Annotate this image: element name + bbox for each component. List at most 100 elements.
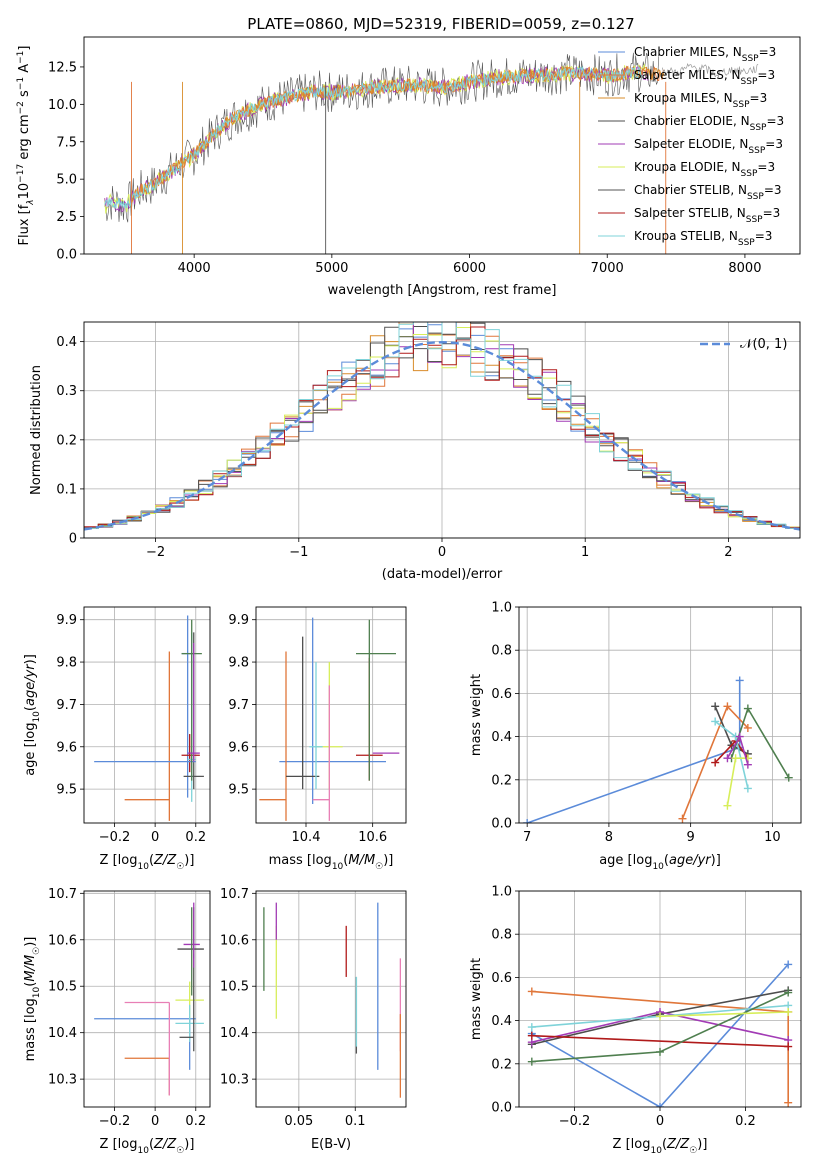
weight-point-marker xyxy=(784,988,793,997)
label-part: M/M xyxy=(23,955,38,982)
label-part: ☉ xyxy=(176,862,184,872)
weight-point-marker xyxy=(723,702,732,711)
label-part: E(B-V) xyxy=(311,1137,351,1152)
tick-label-y: 12.5 xyxy=(48,60,77,75)
weight-point-marker xyxy=(731,754,740,763)
tick-label-x: −1 xyxy=(289,545,308,560)
weight-point-marker xyxy=(678,814,687,823)
x-axis-label: wavelength [Angstrom, rest frame] xyxy=(328,283,557,298)
label-part: =3 xyxy=(764,183,782,197)
label-part: age/yr xyxy=(669,853,712,868)
label-part: Z [log xyxy=(100,1137,138,1152)
tick-label-x: 0 xyxy=(151,1114,159,1129)
tick-label-y: 0.4 xyxy=(491,1014,512,1029)
legend-entry: Kroupa MILES, NSSP=3 xyxy=(634,91,767,110)
label-part: 10 xyxy=(17,183,32,200)
label-part: =3 xyxy=(766,114,784,128)
label-part: 10 xyxy=(652,862,664,872)
tick-label-y: 0.8 xyxy=(491,928,512,943)
y-axis-label: Normed distribution xyxy=(29,365,44,495)
weight-point-marker xyxy=(656,1047,664,1056)
label-part: Z/Z xyxy=(153,853,177,868)
weight-point-marker xyxy=(784,1007,793,1016)
label-part: M/M xyxy=(348,853,375,868)
label-part: 10 xyxy=(32,986,42,998)
label-part: 10 xyxy=(137,862,149,872)
label-part: SSP xyxy=(738,238,755,248)
tick-label-y: 10.7 xyxy=(48,887,77,902)
label-part: )] xyxy=(184,853,194,868)
weight-point-marker xyxy=(784,773,793,782)
tick-label-y: 1.0 xyxy=(491,885,512,900)
label-part: )] xyxy=(23,937,38,947)
y-axis-label: mass weight xyxy=(469,674,484,756)
x-axis-label: Z [log10(Z/Z☉)] xyxy=(100,1137,195,1156)
legend-entry: Salpeter STELIB, NSSP=3 xyxy=(634,206,780,225)
label-part: SSP xyxy=(750,123,767,133)
axes-frame xyxy=(255,606,407,824)
tick-label-y: 2.5 xyxy=(56,210,77,225)
label-part: ( xyxy=(664,853,669,868)
tick-label-x: 10 xyxy=(764,830,781,845)
tick-label-y: 10.3 xyxy=(48,1073,77,1088)
weight-point-marker xyxy=(735,676,744,685)
tick-label-y: 0.2 xyxy=(56,433,77,448)
label-part: ☉ xyxy=(689,1146,697,1156)
tick-label-x: 8 xyxy=(605,830,613,845)
tick-label-y: 0.3 xyxy=(56,384,77,399)
label-part: Salpeter ELODIE, N xyxy=(634,137,748,151)
label-part: Flux [f xyxy=(17,204,32,245)
label-part: =3 xyxy=(755,229,773,243)
label-part: ( xyxy=(23,982,38,987)
legend-entry: Chabrier ELODIE, NSSP=3 xyxy=(634,114,784,133)
tick-label-y: 5.0 xyxy=(56,173,77,188)
tick-label-x: 5000 xyxy=(315,261,348,276)
y-axis-label: mass [log10(M/M☉)] xyxy=(23,937,42,1062)
tick-label-x: −0.2 xyxy=(559,1114,591,1129)
weight-point-marker xyxy=(735,732,744,741)
tick-label-x: 10.6 xyxy=(358,830,387,845)
label-part: mass [log xyxy=(269,853,332,868)
weight-point-marker xyxy=(784,960,793,969)
tick-label-x: 6000 xyxy=(453,261,486,276)
legend-entry: 𝒩(0, 1) xyxy=(740,337,787,352)
label-part: age [log xyxy=(599,853,652,868)
label-part: SSP xyxy=(741,77,758,87)
tick-label-x: 0 xyxy=(656,1114,664,1129)
tick-label-y: 1.0 xyxy=(491,601,512,616)
tick-label-y: 10.7 xyxy=(220,887,249,902)
tick-label-x: 4000 xyxy=(178,261,211,276)
weight-series-line xyxy=(526,680,741,823)
weight-point-marker xyxy=(743,760,752,769)
tick-label-y: 10.5 xyxy=(220,980,249,995)
weight-point-marker xyxy=(656,1103,664,1107)
tick-label-x: 9 xyxy=(687,830,695,845)
label-part: ( xyxy=(149,1137,154,1152)
tick-label-y: 0.2 xyxy=(491,1057,512,1072)
weight-point-marker xyxy=(743,704,752,713)
plot-area xyxy=(84,891,210,1107)
tick-label-x: −0.2 xyxy=(99,830,131,845)
tick-label-x: 0.2 xyxy=(185,830,206,845)
label-part: SSP xyxy=(742,54,759,64)
tick-label-x: 0.2 xyxy=(185,1114,206,1129)
panel-mass_vs_Z: −0.2 0 0.210.310.410.510.610.7Z [log10(Z/Z… xyxy=(23,887,211,1156)
label-part: ☉ xyxy=(176,1146,184,1156)
figure-title: PLATE=0860, MJD=52319, FIBERID=0059, z=0… xyxy=(247,15,634,33)
tick-label-y: 0.6 xyxy=(491,971,512,986)
tick-label-x: 0.1 xyxy=(345,1114,366,1129)
axes-frame xyxy=(255,890,407,1108)
label-part: )] xyxy=(697,1137,707,1152)
tick-label-y: 0 xyxy=(69,532,77,547)
weight-point-marker xyxy=(527,1031,536,1040)
spectrum-line xyxy=(104,52,659,223)
label-part: age/yr xyxy=(23,663,38,706)
axes-frame xyxy=(518,606,802,824)
legend-entry: Kroupa STELIB, NSSP=3 xyxy=(634,229,772,248)
tick-label-y: 9.6 xyxy=(228,740,249,755)
tick-label-y: 0.2 xyxy=(491,773,512,788)
label-part: Z/Z xyxy=(666,1137,690,1152)
tick-label-y: 10.6 xyxy=(220,933,249,948)
y-axis-label: mass weight xyxy=(469,958,484,1040)
